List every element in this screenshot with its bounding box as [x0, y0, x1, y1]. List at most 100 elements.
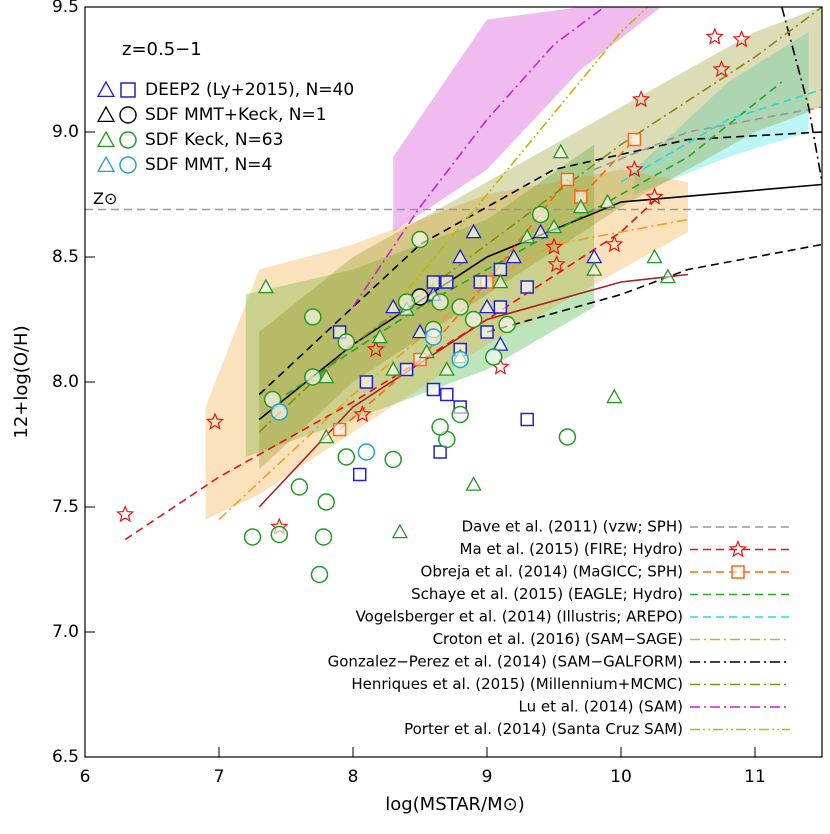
legend-label: Croton et al. (2016) (SAM−SAGE) [433, 630, 683, 648]
triangle-marker [96, 80, 116, 98]
fit-line [486, 243, 822, 333]
legend-label: SDF Keck, N=63 [145, 130, 283, 150]
circle-marker [558, 428, 577, 446]
legend-label: Lu et al. (2014) (SAM) [519, 698, 684, 716]
triangle-marker [318, 428, 335, 444]
star-marker [705, 27, 724, 45]
circle-marker [290, 478, 309, 496]
model-band [393, 7, 662, 232]
triangle-marker [519, 228, 536, 244]
x-tick-label: 9 [482, 767, 493, 787]
square-marker [332, 422, 347, 437]
model-line [218, 218, 689, 521]
overlay: 6 7 8 9 10 11 6.5 7.0 7.5 8.0 8.5 9.0 9.5 Z⊙ DEEP2 (Ly… [52, 0, 790, 787]
circle-marker [484, 348, 503, 366]
circle-marker [119, 156, 137, 174]
triangle-marker [599, 193, 616, 209]
legend-label: SDF MMT+Keck, N=1 [145, 105, 327, 125]
model-line [392, 7, 649, 308]
y-axis-label: 12+log(O/H) [11, 325, 32, 438]
triangle-marker [552, 143, 569, 159]
square-marker [731, 565, 745, 579]
triangle-marker [465, 223, 482, 239]
model-line [781, 7, 822, 183]
square-marker [359, 375, 374, 389]
x-tick-label: 10 [610, 767, 632, 787]
square-marker [627, 132, 642, 147]
circle-marker [451, 405, 469, 424]
circle-marker [451, 298, 469, 316]
star-marker [605, 234, 624, 253]
circle-marker [464, 310, 483, 329]
x-tick-label: 7 [214, 767, 225, 787]
square-marker [560, 172, 575, 187]
model-line [352, 7, 606, 308]
triangle-marker [465, 476, 482, 491]
annotation: z=0.5−1 [122, 39, 202, 60]
model-band [634, 32, 809, 195]
circle-marker [451, 350, 469, 369]
circle-marker [304, 368, 322, 386]
triangle-marker [318, 368, 335, 384]
triangle-marker [96, 155, 116, 173]
square-marker [352, 467, 367, 482]
circle-marker [424, 328, 443, 346]
triangle-marker [371, 328, 388, 344]
triangle-marker [257, 278, 275, 294]
star-marker [366, 339, 385, 358]
triangle-marker [492, 273, 509, 289]
triangle-marker [505, 248, 522, 264]
model-line [258, 7, 822, 433]
star-marker [353, 404, 372, 423]
circle-marker [531, 205, 550, 224]
square-marker [480, 325, 494, 339]
square-marker [440, 275, 454, 289]
circle-marker [119, 131, 137, 149]
fit-line [258, 131, 822, 396]
star-marker [632, 89, 651, 108]
legend-label: Ma et al. (2015) (FIRE; Hydro) [460, 540, 684, 558]
circle-marker [314, 528, 333, 546]
legend-label: Henriques et al. (2015) (Millennium+MCMC… [351, 675, 683, 693]
circle-marker [431, 418, 449, 436]
square-marker [120, 82, 136, 98]
y-tick-label: 8.0 [52, 372, 79, 392]
triangle-marker [385, 361, 402, 376]
x-tick-label: 6 [80, 767, 91, 787]
triangle-marker [391, 523, 409, 539]
legend-label: Gonzalez−Perez et al. (2014) (SAM−GALFOR… [328, 653, 683, 671]
y-tick-label: 9.5 [52, 0, 79, 17]
triangle-marker [418, 343, 435, 359]
square-marker [493, 300, 508, 314]
circle-marker [270, 525, 289, 544]
triangle-marker [586, 261, 603, 276]
circle-marker [498, 315, 516, 334]
triangle-marker [492, 336, 509, 351]
legend-label: SDF MMT, N=4 [145, 155, 272, 175]
star-marker [205, 412, 225, 430]
circle-marker [384, 450, 402, 469]
model-line [620, 88, 822, 183]
circle-marker [337, 448, 356, 466]
circle-marker [431, 293, 449, 311]
star-marker [732, 29, 751, 48]
star-marker [645, 187, 664, 205]
triangle-marker [411, 323, 429, 339]
star-marker [116, 504, 135, 523]
x-tick-label: 11 [744, 767, 766, 787]
square-marker [520, 280, 534, 294]
y-tick-label: 7.5 [52, 497, 79, 517]
star-marker [625, 159, 644, 178]
y-tick-label: 7.0 [52, 622, 79, 642]
circle-marker [397, 293, 416, 311]
fit-line [258, 183, 822, 421]
circle-marker [119, 106, 137, 124]
star-marker [728, 539, 748, 558]
triangle-marker [452, 248, 469, 264]
square-marker [399, 362, 414, 377]
circle-marker [270, 403, 289, 421]
circle-marker [310, 565, 329, 584]
legend-label: Vogelsberger et al. (2014) (Illustris; A… [356, 608, 683, 626]
circle-marker [304, 308, 322, 326]
